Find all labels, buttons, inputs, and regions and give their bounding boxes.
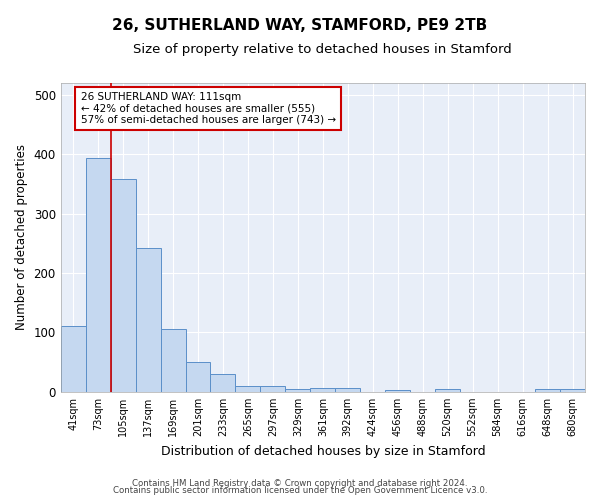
Bar [535,390,560,392]
Bar [61,326,86,392]
Text: Contains public sector information licensed under the Open Government Licence v3: Contains public sector information licen… [113,486,487,495]
Bar [136,248,161,392]
Text: 26, SUTHERLAND WAY, STAMFORD, PE9 2TB: 26, SUTHERLAND WAY, STAMFORD, PE9 2TB [112,18,488,32]
Bar [110,179,136,392]
Bar [310,388,335,392]
Bar [211,374,235,392]
Title: Size of property relative to detached houses in Stamford: Size of property relative to detached ho… [133,42,512,56]
Bar [161,330,185,392]
Bar [260,386,286,392]
Y-axis label: Number of detached properties: Number of detached properties [15,144,28,330]
Bar [86,158,110,392]
Text: 26 SUTHERLAND WAY: 111sqm
← 42% of detached houses are smaller (555)
57% of semi: 26 SUTHERLAND WAY: 111sqm ← 42% of detac… [80,92,336,125]
Bar [435,390,460,392]
Text: Contains HM Land Registry data © Crown copyright and database right 2024.: Contains HM Land Registry data © Crown c… [132,478,468,488]
Bar [560,390,585,392]
X-axis label: Distribution of detached houses by size in Stamford: Distribution of detached houses by size … [161,444,485,458]
Bar [335,388,360,392]
Bar [235,386,260,392]
Bar [185,362,211,392]
Bar [286,389,310,392]
Bar [385,390,410,392]
